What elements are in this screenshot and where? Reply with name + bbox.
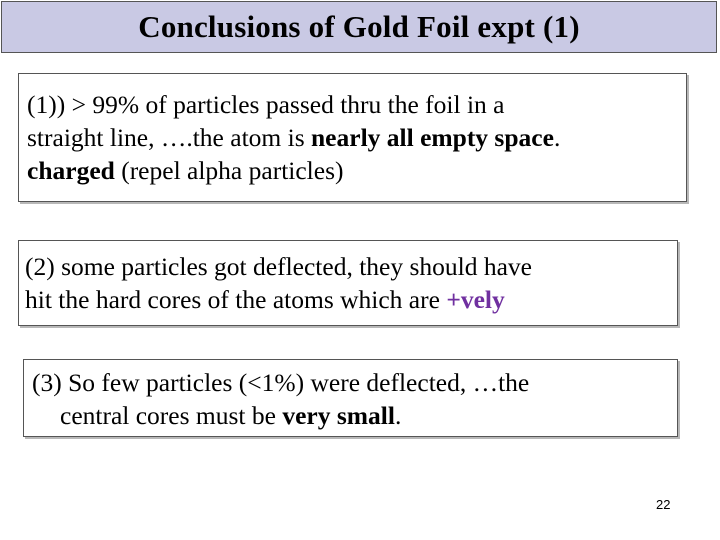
conclusion-1-line-3: charged (repel alpha particles) [27, 154, 686, 187]
conclusion-box-3: (3) So few particles (<1%) were deflecte… [23, 359, 678, 437]
conclusion-1-line-2-text: straight line, ….the atom is [27, 123, 311, 152]
very-small-emphasis: very small [282, 401, 395, 430]
conclusion-3-line-2-text: central cores must be [60, 401, 283, 430]
conclusion-2-line-2-text: hit the hard cores of the atoms which ar… [25, 285, 447, 314]
conclusion-1-line-3-text: (repel alpha particles) [114, 156, 344, 185]
conclusion-3-line-2-end: . [394, 401, 402, 430]
charged-emphasis: charged [27, 156, 115, 185]
conclusion-3-line-2: central cores must be very small. [32, 399, 677, 432]
conclusion-3-line-1: (3) So few particles (<1%) were deflecte… [32, 368, 530, 397]
conclusion-box-2: (2) some particles got deflected, they s… [18, 240, 678, 326]
slide-title: Conclusions of Gold Foil expt (1) [138, 9, 580, 44]
conclusion-2-line-1: (2) some particles got deflected, they s… [25, 252, 532, 281]
positive-charge-emphasis: +vely [446, 285, 505, 314]
conclusion-1-line-2-end: . [553, 123, 561, 152]
empty-space-emphasis: nearly all empty space [311, 123, 554, 152]
conclusion-box-1: (1)) > 99% of particles passed thru the … [18, 73, 687, 202]
conclusion-1-line-2: straight line, ….the atom is nearly all … [27, 121, 686, 154]
page-number: 22 [656, 497, 671, 512]
conclusion-1-line-1: (1)) > 99% of particles passed thru the … [27, 90, 505, 119]
conclusion-2-line-2: hit the hard cores of the atoms which ar… [25, 283, 677, 316]
title-bar: Conclusions of Gold Foil expt (1) [1, 1, 717, 53]
